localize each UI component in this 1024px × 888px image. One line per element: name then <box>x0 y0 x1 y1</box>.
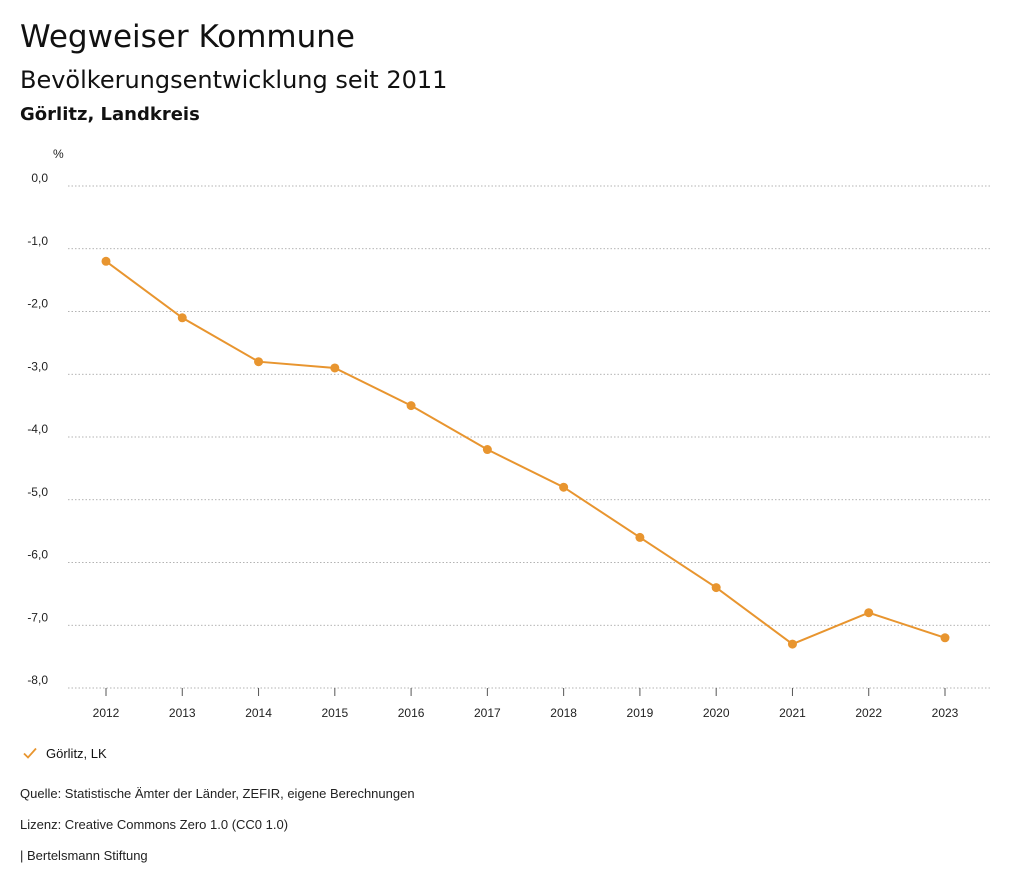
y-tick-label: 0,0 <box>31 171 48 185</box>
x-tick-label: 2014 <box>245 706 272 720</box>
source-text: Quelle: Statistische Ämter der Länder, Z… <box>20 786 415 801</box>
y-tick-label: -5,0 <box>27 485 48 499</box>
chart-subtitle: Bevölkerungsentwicklung seit 2011 <box>20 66 448 94</box>
x-tick-label: 2015 <box>321 706 348 720</box>
data-point[interactable] <box>101 256 111 266</box>
x-tick-label: 2020 <box>703 706 730 720</box>
grid-lines <box>68 185 990 689</box>
series-line <box>105 260 946 646</box>
y-unit-label: % <box>53 147 64 161</box>
y-tick-label: -3,0 <box>27 359 48 373</box>
data-point[interactable] <box>559 482 569 492</box>
x-tick-label: 2016 <box>398 706 425 720</box>
y-tick-label: -4,0 <box>27 422 48 436</box>
x-tick-label: 2019 <box>627 706 654 720</box>
legend-label: Görlitz, LK <box>46 745 107 761</box>
data-point[interactable] <box>482 445 492 455</box>
data-point[interactable] <box>177 313 187 323</box>
organization-text: | Bertelsmann Stiftung <box>20 848 148 863</box>
page-title: Wegweiser Kommune <box>20 19 355 55</box>
y-tick-label: -7,0 <box>27 610 48 624</box>
y-tick-label: -8,0 <box>27 673 48 687</box>
series-group <box>101 256 950 649</box>
x-tick-label: 2013 <box>169 706 196 720</box>
x-tick-label: 2022 <box>855 706 882 720</box>
data-point[interactable] <box>940 633 950 643</box>
data-point[interactable] <box>864 608 874 618</box>
data-point[interactable] <box>254 357 264 367</box>
data-point[interactable] <box>711 583 721 593</box>
data-point[interactable] <box>787 639 797 649</box>
x-tick-label: 2023 <box>932 706 959 720</box>
x-tick-label: 2021 <box>779 706 806 720</box>
y-tick-label: -2,0 <box>27 297 48 311</box>
data-point[interactable] <box>635 532 645 542</box>
x-tick-label: 2012 <box>93 706 120 720</box>
y-tick-label: -6,0 <box>27 548 48 562</box>
line-chart: % 0,0 -1,0 -2,0 -3,0 -4,0 -5,0 -6,0 -7,0 -8,0 20… <box>27 147 990 720</box>
x-tick-label: 2017 <box>474 706 501 720</box>
data-point[interactable] <box>330 363 340 373</box>
data-point[interactable] <box>406 401 416 411</box>
x-tick-label: 2018 <box>550 706 577 720</box>
license-text: Lizenz: Creative Commons Zero 1.0 (CC0 1… <box>20 817 289 832</box>
legend[interactable]: Görlitz, LK <box>22 745 107 761</box>
y-tick-label: -1,0 <box>27 234 48 248</box>
check-icon <box>23 747 37 759</box>
region-name: Görlitz, Landkreis <box>20 104 200 125</box>
y-axis: 0,0 -1,0 -2,0 -3,0 -4,0 -5,0 -6,0 -7,0 -8,0 <box>27 171 48 687</box>
x-axis: 2012 2013 2014 2015 2016 2017 2018 2019 2020 2021… <box>93 688 959 720</box>
